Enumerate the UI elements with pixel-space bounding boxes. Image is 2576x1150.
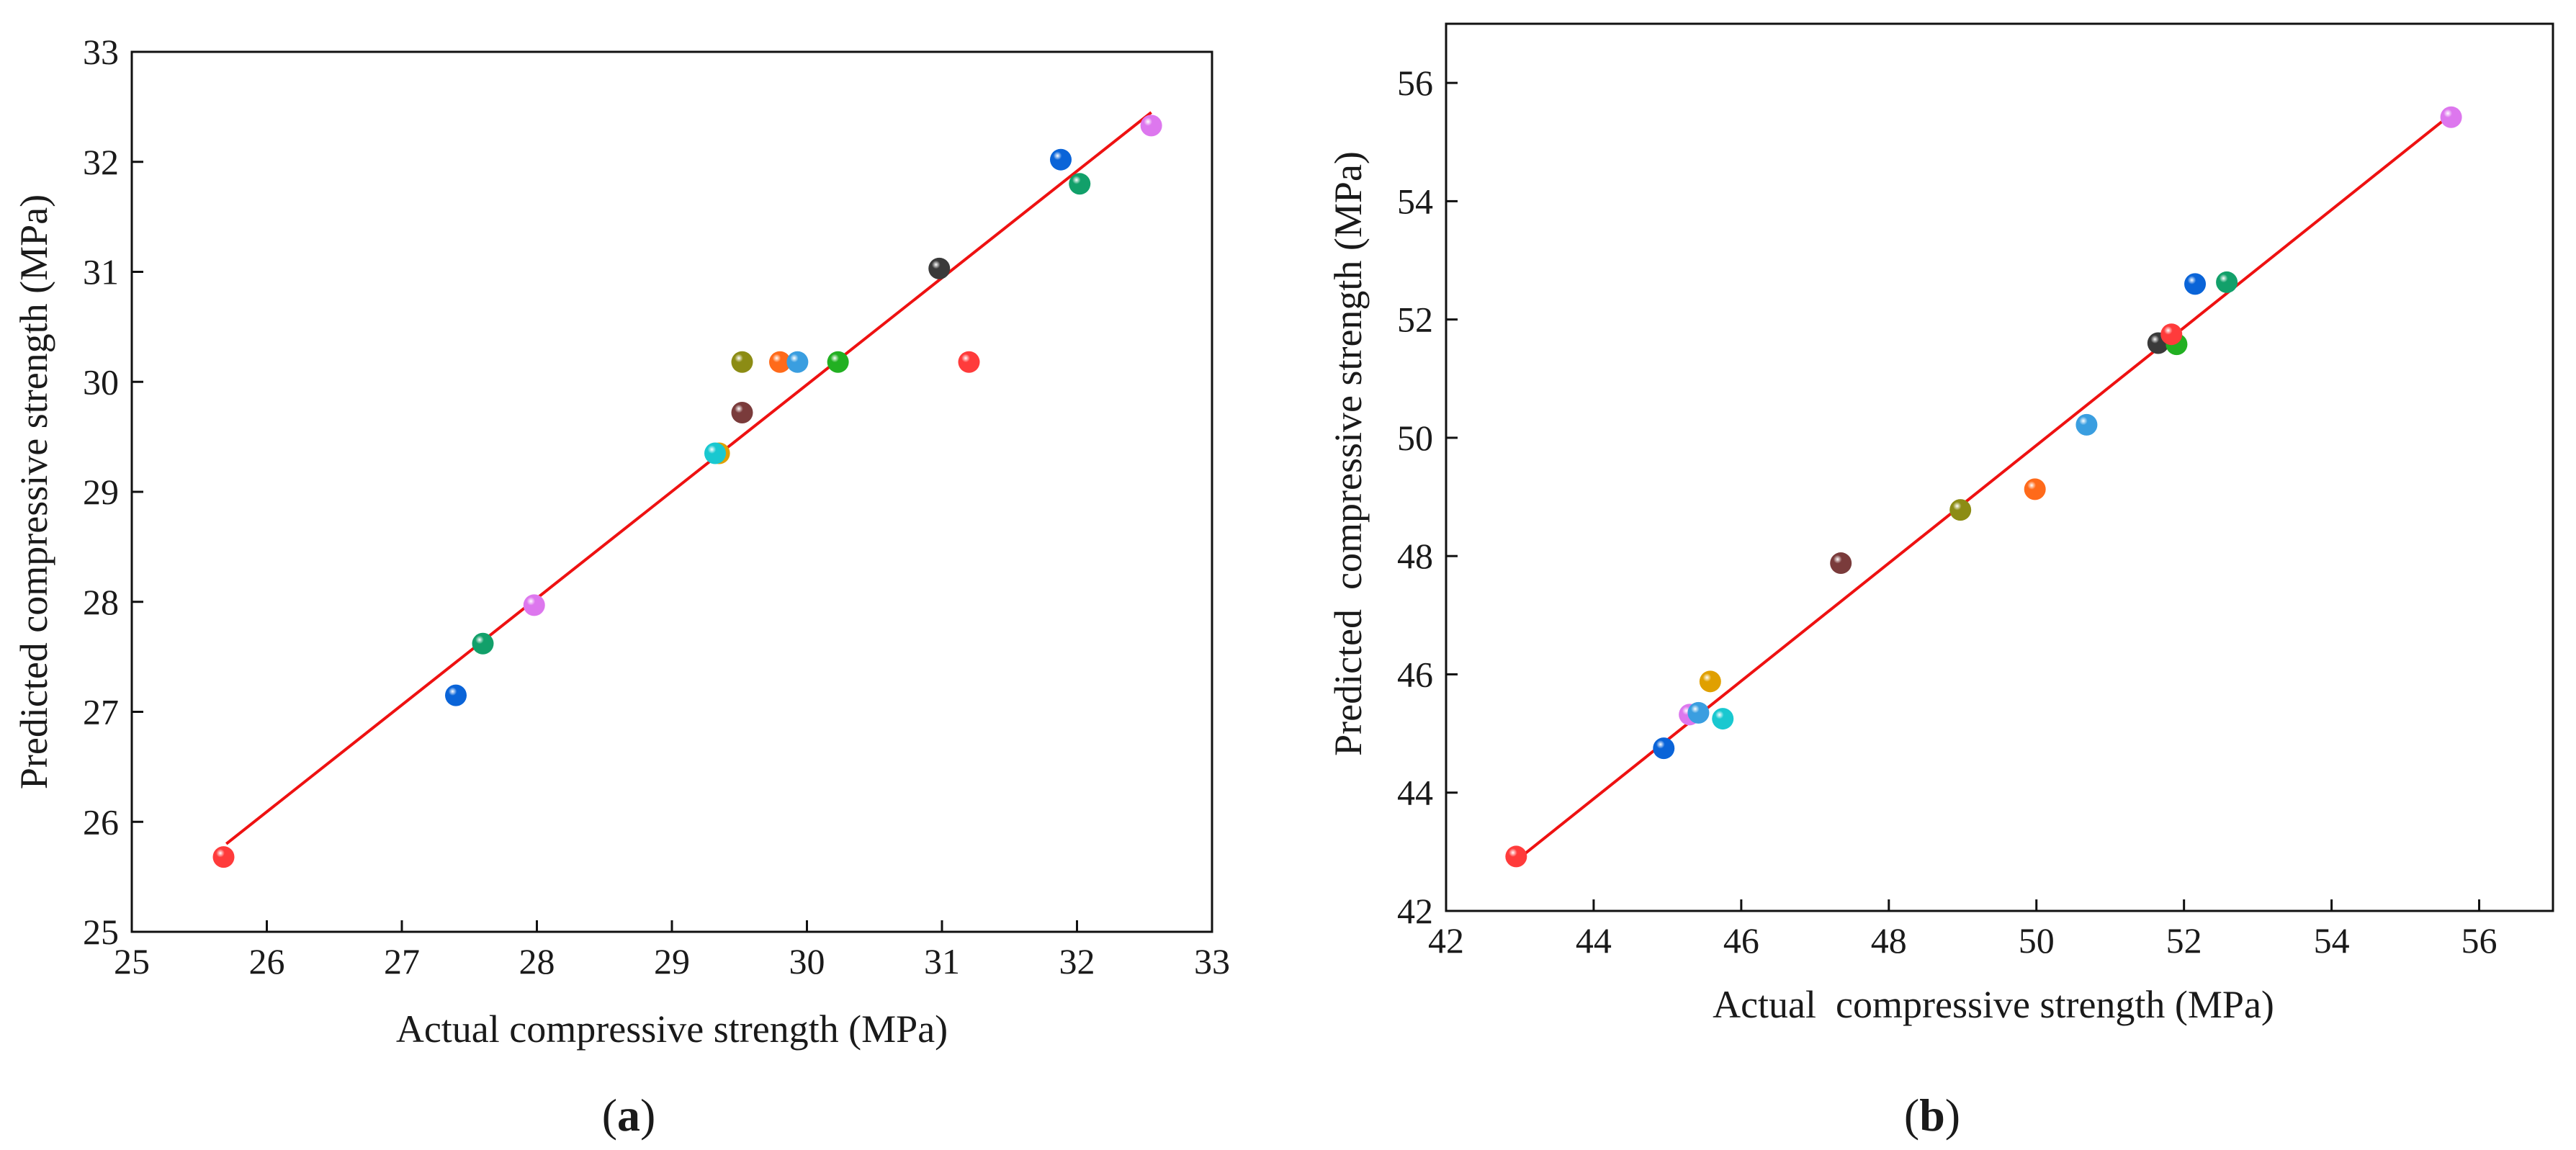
x-tick-label: 54 (2314, 920, 2350, 961)
data-point (1050, 148, 1072, 171)
y-tick-label: 31 (83, 252, 119, 292)
data-point (704, 442, 726, 464)
data-point (2184, 273, 2207, 295)
data-point (2216, 271, 2238, 293)
x-tick-label: 29 (654, 941, 690, 981)
y-tick-label: 48 (1397, 536, 1433, 576)
data-point (2440, 106, 2462, 128)
data-point (212, 846, 235, 868)
y-tick-label: 42 (1397, 891, 1433, 931)
x-tick-label: 42 (1428, 920, 1464, 961)
x-tick-label: 32 (1059, 941, 1095, 981)
y-tick-label: 26 (83, 801, 119, 842)
points-a (212, 114, 1162, 868)
data-point (1653, 737, 1675, 760)
data-point (2075, 413, 2098, 436)
fit-line-group-b (1515, 114, 2451, 862)
data-point (1069, 173, 1091, 195)
fit-line (1515, 114, 2451, 862)
ticks-a: 25 26 27 28 29 30 31 32 33 25 26 27 28 29 30 31 32 33 (83, 32, 1230, 981)
y-tick-label: 44 (1397, 773, 1433, 813)
x-tick-label: 50 (2019, 920, 2055, 961)
data-point (2160, 323, 2183, 346)
y-tick-label: 29 (83, 472, 119, 512)
data-point (2024, 478, 2046, 500)
y-tick-label: 28 (83, 582, 119, 622)
data-point (523, 594, 545, 616)
x-tick-label: 44 (1576, 920, 1612, 961)
y-tick-label: 50 (1397, 418, 1433, 458)
x-tick-label: 27 (384, 941, 420, 981)
data-point (769, 351, 791, 373)
y-axis-label-a: Predicted compressive strength (MPa) (12, 194, 55, 789)
x-tick-label: 28 (519, 941, 555, 981)
fit-line-group-a (225, 111, 1152, 845)
data-point (827, 351, 849, 373)
data-point (1505, 845, 1527, 868)
data-point (1687, 701, 1710, 724)
y-axis-label-b: Predicted compressive strength (MPa) (1327, 151, 1370, 756)
x-tick-label: 46 (1723, 920, 1759, 961)
x-axis-label-a: Actual compressive strength (MPa) (396, 1007, 948, 1051)
y-tick-label: 56 (1397, 63, 1433, 103)
data-point (786, 351, 809, 373)
points-b (1505, 106, 2462, 868)
data-point (731, 402, 753, 424)
data-point (1699, 670, 1721, 693)
panel-label-b: (b) (1904, 1090, 1960, 1141)
y-tick-label: 33 (83, 32, 119, 72)
data-point (1712, 708, 1734, 730)
data-point (958, 351, 980, 373)
data-point (472, 632, 494, 655)
data-point (731, 351, 753, 373)
panel-a: 25 26 27 28 29 30 31 32 33 25 26 27 28 29 30 31 32 33 Act… (12, 32, 1230, 1141)
y-tick-label: 27 (83, 692, 119, 732)
x-tick-label: 48 (1871, 920, 1907, 961)
y-tick-label: 30 (83, 361, 119, 402)
data-point (928, 257, 951, 279)
data-point (1830, 552, 1852, 575)
data-point (1140, 114, 1162, 137)
ticks-b: 42 44 46 48 50 52 54 56 42 44 46 48 50 52 54 56 (1397, 63, 2498, 961)
y-tick-label: 25 (83, 912, 119, 952)
y-tick-label: 32 (83, 142, 119, 182)
x-tick-label: 26 (249, 941, 285, 981)
panel-b: 42 44 46 48 50 52 54 56 42 44 46 48 50 52 54 56 Actual … (1327, 22, 2554, 1141)
panel-letter-b: b (1919, 1090, 1945, 1141)
x-tick-label: 31 (924, 941, 960, 981)
x-tick-label: 52 (2166, 920, 2202, 961)
x-tick-label: 25 (114, 941, 150, 981)
y-tick-label: 52 (1397, 300, 1433, 340)
x-axis-label-b: Actual compressive strength (MPa) (1713, 983, 2274, 1026)
data-point (445, 684, 467, 706)
y-tick-label: 54 (1397, 181, 1433, 221)
fit-line (225, 111, 1152, 845)
x-tick-label: 33 (1194, 941, 1230, 981)
panel-letter-a: a (617, 1090, 640, 1141)
y-tick-label: 46 (1397, 654, 1433, 694)
data-point (1949, 499, 1972, 521)
x-tick-label: 56 (2461, 920, 2498, 961)
x-tick-label: 30 (789, 941, 825, 981)
panel-label-a: (a) (602, 1090, 656, 1141)
plot-frame-b (1445, 22, 2554, 912)
